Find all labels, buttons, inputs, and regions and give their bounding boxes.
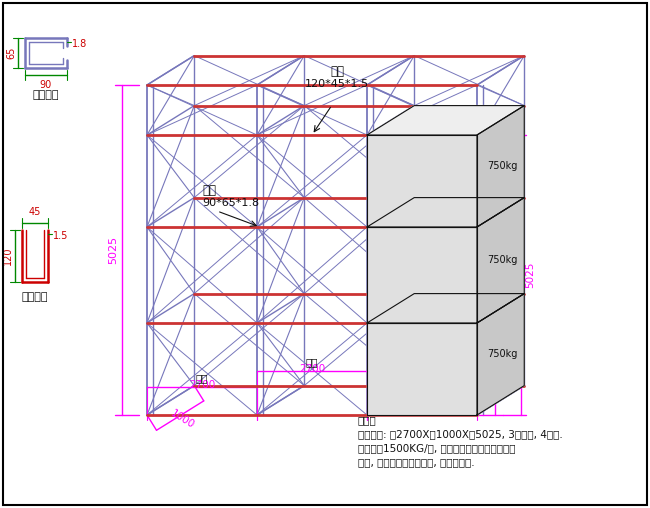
Text: 横梁: 横梁 [330,65,344,78]
Text: 750kg: 750kg [488,162,518,171]
Text: 45: 45 [29,207,41,217]
Text: 1.8: 1.8 [72,39,87,49]
Text: 副架: 副架 [416,341,428,351]
Text: 横梁截面: 横梁截面 [21,292,48,302]
Text: 立柱: 立柱 [202,184,216,197]
Polygon shape [477,294,525,415]
Text: 90: 90 [40,80,52,90]
Text: 2700: 2700 [475,370,503,393]
Polygon shape [367,227,477,323]
Text: 120: 120 [3,247,13,265]
Text: 65: 65 [6,47,16,59]
Text: 750kg: 750kg [488,350,518,359]
Text: 立柱截面: 立柱截面 [32,90,59,100]
Text: 90*65*1.8: 90*65*1.8 [202,198,259,208]
Text: 5025: 5025 [108,236,118,264]
Text: 1500: 1500 [499,356,509,382]
Polygon shape [477,198,525,323]
Text: 主架: 主架 [196,373,208,383]
Polygon shape [367,294,525,323]
Polygon shape [367,106,525,135]
Text: 1500: 1500 [499,262,509,288]
Polygon shape [367,135,477,227]
Text: 1.5: 1.5 [53,231,68,241]
Text: 1000: 1000 [168,408,196,430]
Text: 2700: 2700 [409,348,435,358]
Text: 1500: 1500 [499,168,509,194]
Text: 120*45*1.5: 120*45*1.5 [305,79,369,89]
Text: 750kg: 750kg [488,256,518,265]
Polygon shape [367,323,477,415]
Text: 2700: 2700 [189,380,215,390]
Text: 副架: 副架 [306,357,318,367]
Text: 2700: 2700 [299,364,325,374]
Text: 5025: 5025 [525,262,535,288]
Text: 备注：
货架规格: 长2700X宽1000X高5025, 3层横梁, 4层货.
货架承载1500KG/层, 横梁可根据需要沿立柱上下
调节, 货架颜色为立柱蓝色: 备注： 货架规格: 长2700X宽1000X高5025, 3层横梁, 4层货. … [358,415,563,467]
Polygon shape [477,106,525,227]
Polygon shape [367,198,525,227]
Text: 副架: 副架 [477,368,493,383]
